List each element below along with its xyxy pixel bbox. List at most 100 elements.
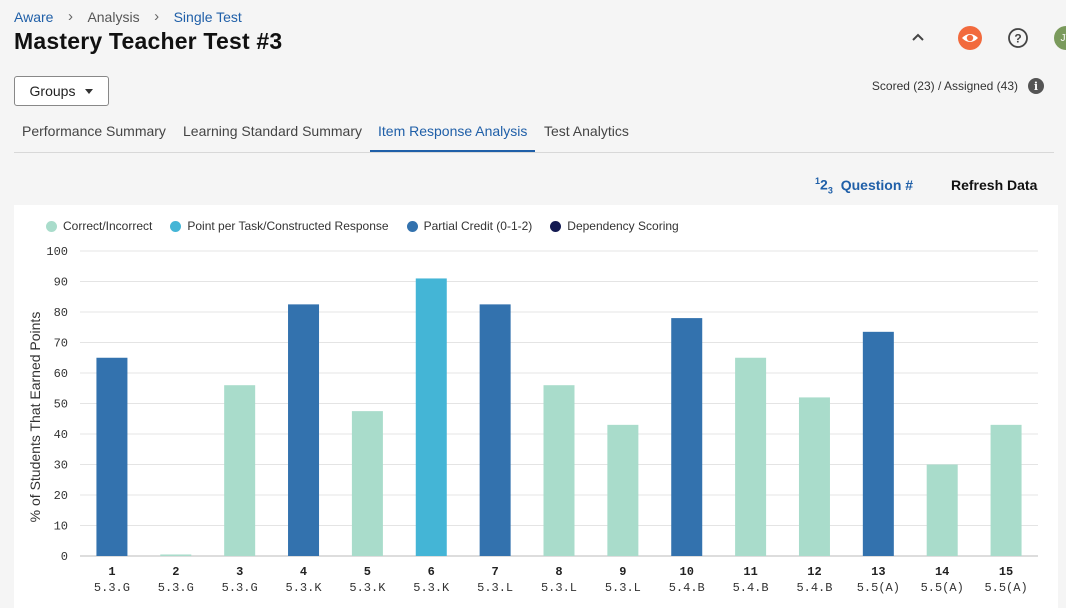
- legend-dot-point-per-task: [170, 220, 182, 232]
- bar-question-10[interactable]: [671, 318, 703, 556]
- x-tick-question: 3: [236, 565, 243, 579]
- legend-dot-partial-credit: [406, 220, 418, 232]
- x-tick-question: 12: [807, 565, 821, 579]
- eye-icon: [958, 26, 982, 50]
- chevron-right-icon: ›: [154, 8, 160, 25]
- svg-text:?: ?: [1014, 32, 1021, 46]
- x-tick-question: 5: [364, 565, 371, 579]
- x-tick-standard: 5.4.B: [733, 581, 769, 595]
- x-tick-standard: 5.5(A): [984, 581, 1027, 595]
- x-tick-standard: 5.3.L: [477, 581, 513, 595]
- x-tick-question: 9: [619, 565, 626, 579]
- x-tick-question: 7: [492, 565, 499, 579]
- help-button[interactable]: ?: [1004, 24, 1032, 52]
- x-tick-standard: 5.3.G: [94, 581, 130, 595]
- bar-chart: % of Students That Earned Points 0 10 20 30…: [27, 245, 1038, 595]
- tab-item-response-analysis[interactable]: Item Response Analysis: [370, 116, 536, 152]
- caret-down-icon: [85, 89, 94, 94]
- info-icon[interactable]: i: [1028, 78, 1044, 94]
- x-tick-question: 6: [428, 565, 435, 579]
- y-tick-label: 100: [46, 245, 68, 259]
- legend-label-correct: Correct/Incorrect: [63, 219, 153, 233]
- legend-dot-dependency: [550, 220, 562, 232]
- scored-assigned-text: Scored (23) / Assigned (43): [871, 79, 1018, 93]
- tab-performance-summary[interactable]: Performance Summary: [22, 123, 166, 139]
- bar-question-8[interactable]: [543, 385, 575, 556]
- x-tick-question: 13: [871, 565, 885, 579]
- x-tick-standard: 5.5(A): [857, 581, 900, 595]
- question-number-toggle[interactable]: 123 Question #: [815, 176, 913, 195]
- bar-question-7[interactable]: [479, 304, 511, 556]
- y-tick-label: 10: [54, 520, 68, 534]
- breadcrumb-aware-link[interactable]: Aware: [14, 8, 54, 25]
- y-tick-label: 90: [54, 276, 68, 290]
- x-tick-question: 2: [172, 565, 179, 579]
- question-icon-sup: 1: [815, 176, 821, 186]
- legend-dot-correct: [46, 220, 57, 232]
- bar-question-1[interactable]: [96, 357, 128, 556]
- x-tick-question: 14: [935, 565, 949, 579]
- breadcrumb-analysis[interactable]: Analysis: [87, 8, 140, 25]
- x-tick-standard: 5.3.L: [541, 581, 577, 595]
- x-tick-standard: 5.3.G: [222, 581, 258, 595]
- y-tick-label: 80: [54, 306, 68, 320]
- x-tick-question: 10: [680, 565, 694, 579]
- question-number-label: Question #: [840, 176, 914, 193]
- x-tick-standard: 5.3.G: [158, 581, 194, 595]
- bar-question-2[interactable]: [160, 554, 192, 556]
- x-tick-standard: 5.4.B: [669, 581, 705, 595]
- y-tick-label: 20: [54, 489, 68, 503]
- bar-question-13[interactable]: [862, 331, 894, 556]
- user-menu[interactable]: JT: [1052, 24, 1066, 52]
- x-tick-question: 15: [999, 565, 1013, 579]
- bar-question-5[interactable]: [351, 411, 383, 556]
- chart-legend: Correct/Incorrect Point per Task/Constru…: [46, 219, 679, 233]
- bar-question-15[interactable]: [990, 424, 1022, 556]
- tab-bar: Performance Summary Learning Standard Su…: [14, 116, 1054, 153]
- chart-card: Correct/Incorrect Point per Task/Constru…: [14, 205, 1058, 608]
- question-icon-base: 2: [820, 176, 828, 193]
- chevron-up-icon: [912, 33, 924, 41]
- avatar: JT: [1054, 26, 1066, 50]
- chevron-right-icon: ›: [67, 8, 73, 25]
- question-icon-sub: 3: [827, 185, 833, 196]
- y-tick-label: 0: [61, 550, 68, 564]
- bar-question-4[interactable]: [288, 304, 320, 556]
- breadcrumb-current[interactable]: Single Test: [173, 8, 242, 25]
- legend-item-partial-credit[interactable]: Partial Credit (0-1-2): [406, 219, 533, 233]
- x-tick-question: 4: [300, 565, 307, 579]
- legend-label-dependency: Dependency Scoring: [567, 219, 679, 233]
- x-tick-standard: 5.3.K: [349, 581, 386, 595]
- x-tick-standard: 5.3.K: [413, 581, 450, 595]
- x-tick-standard: 5.5(A): [921, 581, 964, 595]
- visibility-button[interactable]: [956, 24, 984, 52]
- groups-label: Groups: [29, 83, 76, 99]
- bar-question-12[interactable]: [798, 397, 830, 556]
- collapse-button[interactable]: [904, 24, 932, 52]
- bar-question-9[interactable]: [607, 424, 639, 556]
- y-axis-title: % of Students That Earned Points: [27, 312, 43, 523]
- x-tick-question: 1: [108, 565, 115, 579]
- breadcrumb: Aware › Analysis › Single Test: [14, 8, 242, 25]
- x-tick-question: 11: [743, 565, 757, 579]
- bar-question-14[interactable]: [926, 464, 958, 557]
- header-icons: ? JT: [846, 24, 1066, 52]
- legend-item-correct[interactable]: Correct/Incorrect: [46, 219, 152, 233]
- page-title: Mastery Teacher Test #3: [14, 28, 283, 54]
- x-tick-question: 8: [555, 565, 562, 579]
- refresh-data-button[interactable]: Refresh Data: [951, 177, 1038, 193]
- legend-item-dependency[interactable]: Dependency Scoring: [550, 219, 679, 233]
- tab-test-analytics[interactable]: Test Analytics: [544, 123, 629, 139]
- x-tick-standard: 5.3.L: [605, 581, 641, 595]
- bar-question-11[interactable]: [735, 357, 767, 556]
- bar-question-3[interactable]: [224, 385, 256, 556]
- x-tick-standard: 5.4.B: [796, 581, 832, 595]
- legend-label-partial-credit: Partial Credit (0-1-2): [423, 219, 533, 233]
- bar-question-6[interactable]: [415, 278, 447, 556]
- legend-item-point-per-task[interactable]: Point per Task/Constructed Response: [170, 219, 389, 233]
- tab-learning-standard-summary[interactable]: Learning Standard Summary: [183, 123, 362, 139]
- groups-dropdown[interactable]: Groups: [14, 76, 109, 106]
- x-tick-standard: 5.3.K: [286, 581, 323, 595]
- y-tick-label: 60: [54, 367, 68, 381]
- help-icon: ?: [1008, 28, 1028, 48]
